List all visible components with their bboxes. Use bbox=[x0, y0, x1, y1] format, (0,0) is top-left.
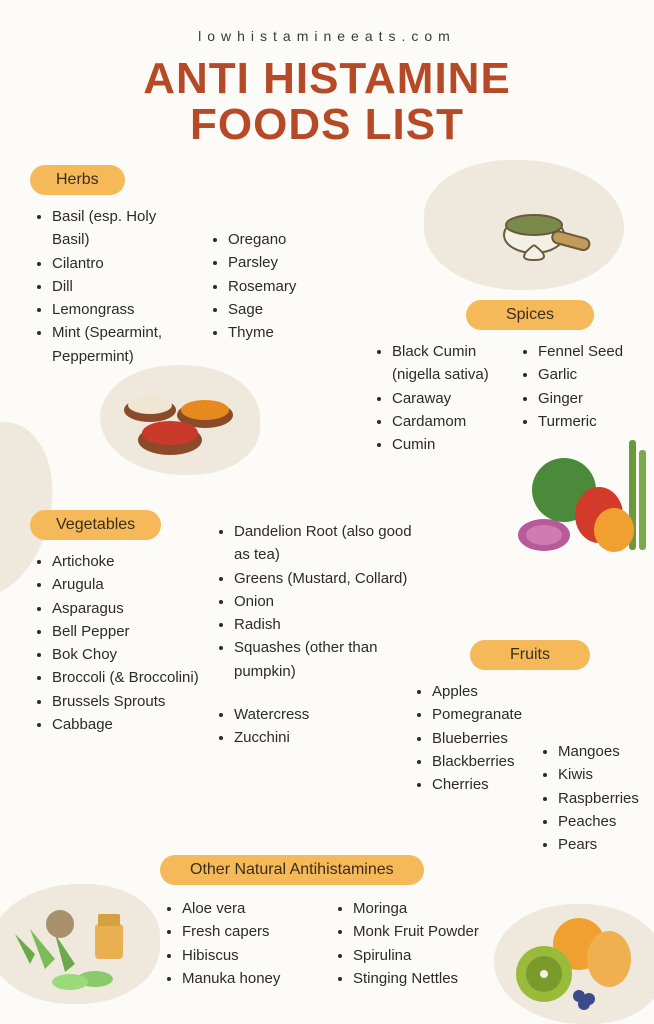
list-item: Fennel Seed bbox=[538, 340, 650, 363]
list-item: Broccoli (& Broccolini) bbox=[52, 666, 200, 689]
herbs-label: Herbs bbox=[30, 165, 125, 195]
list-item: Watercress bbox=[234, 703, 430, 726]
list-item: Caraway bbox=[392, 387, 504, 410]
spice-bowls-icon bbox=[110, 375, 250, 475]
list-item: Apples bbox=[432, 680, 524, 703]
list-item: Brussels Sprouts bbox=[52, 690, 200, 713]
list-item: Mint (Spearmint, Peppermint) bbox=[52, 321, 194, 368]
list-item: Blueberries bbox=[432, 727, 524, 750]
section-spices: Spices Black Cumin (nigella sativa) Cara… bbox=[370, 300, 650, 456]
page-title: ANTI HISTAMINE FOODS LIST bbox=[0, 56, 654, 148]
section-herbs: Herbs Basil (esp. Holy Basil) Cilantro D… bbox=[30, 165, 370, 368]
list-item: Turmeric bbox=[538, 410, 650, 433]
list-item: Kiwis bbox=[558, 763, 650, 786]
list-item: Spirulina bbox=[353, 944, 490, 967]
list-item: Dandelion Root (also good as tea) bbox=[234, 520, 430, 567]
herbs-col1: Basil (esp. Holy Basil) Cilantro Dill Le… bbox=[30, 205, 194, 368]
vegetables-icon bbox=[504, 440, 654, 575]
vegetables-col1: Artichoke Arugula Asparagus Bell Pepper … bbox=[30, 550, 200, 736]
list-item: Pomegranate bbox=[432, 703, 524, 726]
list-item: Cherries bbox=[432, 773, 524, 796]
title-line-2: FOODS LIST bbox=[190, 100, 464, 149]
list-item: Asparagus bbox=[52, 597, 200, 620]
website-url: lowhistamineeats.com bbox=[0, 0, 654, 44]
list-item: Parsley bbox=[228, 251, 370, 274]
list-item: Rosemary bbox=[228, 275, 370, 298]
list-item: Ginger bbox=[538, 387, 650, 410]
list-item: Dill bbox=[52, 275, 194, 298]
list-item: Zucchini bbox=[234, 726, 430, 749]
title-line-1: ANTI HISTAMINE bbox=[143, 54, 511, 103]
vegetables-col2: Dandelion Root (also good as tea) Greens… bbox=[212, 520, 430, 749]
section-vegetables: Vegetables Artichoke Arugula Asparagus B… bbox=[30, 510, 430, 749]
fruits-col1: Apples Pomegranate Blueberries Blackberr… bbox=[410, 680, 524, 856]
list-item: Onion bbox=[234, 590, 430, 613]
herbs-col2: Oregano Parsley Rosemary Sage Thyme bbox=[206, 228, 370, 368]
list-item: Manuka honey bbox=[182, 967, 319, 990]
list-item: Moringa bbox=[353, 897, 490, 920]
mortar-pestle-icon bbox=[489, 175, 599, 270]
list-item: Cabbage bbox=[52, 713, 200, 736]
list-item: Fresh capers bbox=[182, 920, 319, 943]
list-item: Lemongrass bbox=[52, 298, 194, 321]
list-item: Greens (Mustard, Collard) bbox=[234, 567, 430, 590]
fruits-label: Fruits bbox=[470, 640, 590, 670]
list-item: Artichoke bbox=[52, 550, 200, 573]
section-other: Other Natural Antihistamines Aloe vera F… bbox=[160, 855, 490, 990]
list-item: Radish bbox=[234, 613, 430, 636]
list-item: Pears bbox=[558, 833, 650, 856]
list-item: Mangoes bbox=[558, 740, 650, 763]
other-label: Other Natural Antihistamines bbox=[160, 855, 424, 885]
list-item: Blackberries bbox=[432, 750, 524, 773]
list-item: Thyme bbox=[228, 321, 370, 344]
vegetables-label: Vegetables bbox=[30, 510, 161, 540]
list-item: Aloe vera bbox=[182, 897, 319, 920]
list-item: Arugula bbox=[52, 573, 200, 596]
list-item: Bell Pepper bbox=[52, 620, 200, 643]
list-item: Raspberries bbox=[558, 787, 650, 810]
list-item: Garlic bbox=[538, 363, 650, 386]
spices-col2: Fennel Seed Garlic Ginger Turmeric bbox=[516, 340, 650, 456]
spices-col1: Black Cumin (nigella sativa) Caraway Car… bbox=[370, 340, 504, 456]
list-item: Black Cumin (nigella sativa) bbox=[392, 340, 504, 387]
list-item: Bok Choy bbox=[52, 643, 200, 666]
list-item: Monk Fruit Powder bbox=[353, 920, 490, 943]
list-item: Hibiscus bbox=[182, 944, 319, 967]
list-item: Stinging Nettles bbox=[353, 967, 490, 990]
fruits-icon bbox=[499, 904, 639, 1019]
other-col1: Aloe vera Fresh capers Hibiscus Manuka h… bbox=[160, 897, 319, 990]
spices-label: Spices bbox=[466, 300, 594, 330]
list-item: Basil (esp. Holy Basil) bbox=[52, 205, 194, 252]
list-item: Cumin bbox=[392, 433, 504, 456]
list-item: Sage bbox=[228, 298, 370, 321]
list-item: Oregano bbox=[228, 228, 370, 251]
list-item: Squashes (other than pumpkin) bbox=[234, 636, 430, 683]
list-item: Cardamom bbox=[392, 410, 504, 433]
list-item: Peaches bbox=[558, 810, 650, 833]
other-col2: Moringa Monk Fruit Powder Spirulina Stin… bbox=[331, 897, 490, 990]
section-fruits: Fruits Apples Pomegranate Blueberries Bl… bbox=[410, 640, 650, 856]
list-item: Cilantro bbox=[52, 252, 194, 275]
aloe-honey-icon bbox=[10, 884, 150, 999]
fruits-col2: Mangoes Kiwis Raspberries Peaches Pears bbox=[536, 740, 650, 856]
